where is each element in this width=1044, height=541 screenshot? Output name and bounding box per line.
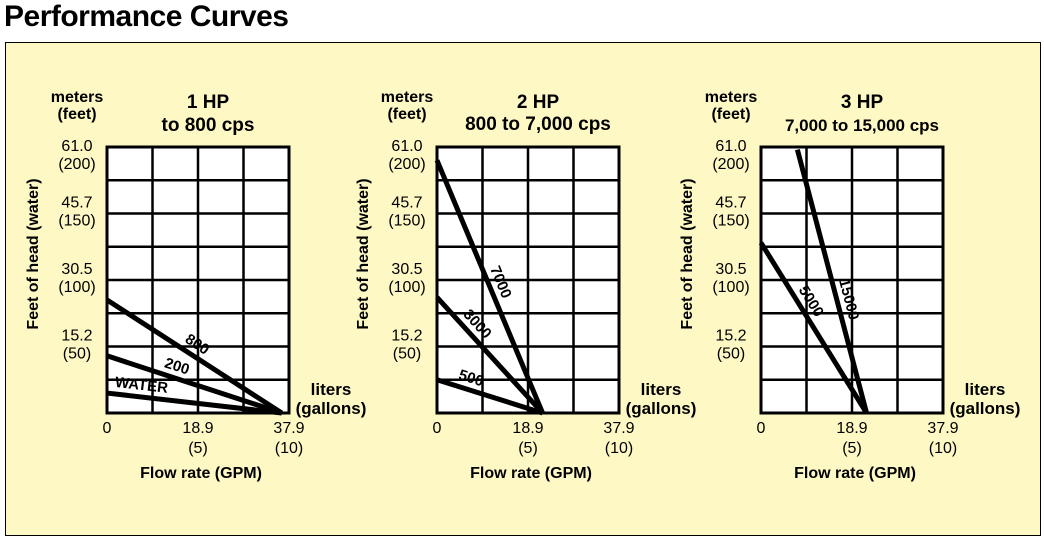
chart-2-y-tick-metric: 15.2 <box>391 328 422 345</box>
chart-1-x-tick-gal: (5) <box>188 440 208 457</box>
chart-2-x-unit-top: liters <box>641 380 682 399</box>
chart-1-y-tick-metric: 45.7 <box>61 195 92 212</box>
chart-3-x-tick-metric: 37.9 <box>927 420 958 437</box>
chart-3-x-tick-metric: 0 <box>757 420 766 437</box>
chart-2-series-line-3000 <box>435 295 545 415</box>
chart-2-series-line-500 <box>436 377 544 416</box>
chart-2-x-tick-metric: 18.9 <box>512 420 543 437</box>
chart-3-y-tick-metric: 61.0 <box>715 138 746 155</box>
chart-3-x-unit-bottom: (gallons) <box>950 399 1021 418</box>
chart-2-y-axis-label: Feet of head (water) <box>355 178 372 329</box>
chart-1-y-tick-feet: (150) <box>58 213 95 230</box>
chart-2-y-unit-top: meters <box>381 89 434 106</box>
chart-2-y-tick-feet: (150) <box>388 213 425 230</box>
chart-3-x-tick-gal: (5) <box>842 440 862 457</box>
chart-1-x-unit-bottom: (gallons) <box>296 399 367 418</box>
chart-2-y-tick-metric: 45.7 <box>391 195 422 212</box>
chart-1-y-tick-feet: (50) <box>63 346 91 363</box>
chart-2-x-unit-bottom: (gallons) <box>626 399 697 418</box>
chart-2-y-tick-feet: (200) <box>388 156 425 173</box>
chart-1-subtitle: to 800 cps <box>162 115 255 136</box>
chart-3-y-unit-top: meters <box>705 89 758 106</box>
chart-1-title: 1 HP <box>187 92 230 113</box>
chart-3-series-line-5000 <box>758 241 869 415</box>
chart-2-x-tick-gal: (10) <box>605 440 633 457</box>
chart-1-y-unit-bottom: (feet) <box>57 106 96 123</box>
chart-3-y-axis-label: Feet of head (water) <box>679 178 696 329</box>
chart-3-y-tick-metric: 15.2 <box>715 328 746 345</box>
chart-1-x-tick-metric: 0 <box>103 420 112 437</box>
chart-1-y-tick-metric: 61.0 <box>61 138 92 155</box>
chart-1-series-label-water: WATER <box>114 374 169 397</box>
chart-2-title: 2 HP <box>517 92 560 113</box>
chart-3-y-unit-bottom: (feet) <box>711 106 750 123</box>
chart-1-x-tick-gal: (10) <box>275 440 303 457</box>
chart-2-y-tick-feet: (100) <box>388 279 425 296</box>
chart-3-title: 3 HP <box>841 92 884 113</box>
chart-3-y-tick-metric: 45.7 <box>715 195 746 212</box>
chart-3-x-axis-label: Flow rate (GPM) <box>794 465 916 482</box>
chart-1-series-line-water <box>106 390 283 416</box>
chart-1-y-tick-feet: (100) <box>58 279 95 296</box>
chart-2-x-axis-label: Flow rate (GPM) <box>470 465 592 482</box>
chart-3-x-tick-metric: 18.9 <box>836 420 867 437</box>
chart-2-x-tick-gal: (5) <box>518 440 538 457</box>
chart-2-y-tick-metric: 30.5 <box>391 261 422 278</box>
chart-3-series-line-15000 <box>794 149 869 414</box>
chart-1-y-axis-label: Feet of head (water) <box>25 178 42 329</box>
chart-2-x-tick-metric: 0 <box>433 420 442 437</box>
chart-3-y-tick-feet: (200) <box>712 156 749 173</box>
chart-1-y-tick-metric: 15.2 <box>61 328 92 345</box>
chart-1-x-unit-top: liters <box>311 380 352 399</box>
chart-3-y-tick-feet: (150) <box>712 213 749 230</box>
page-title: Performance Curves <box>4 0 289 33</box>
chart-1-y-tick-feet: (200) <box>58 156 95 173</box>
chart-1-series-label-200: 200 <box>162 355 191 379</box>
chart-1-y-tick-metric: 30.5 <box>61 261 92 278</box>
chart-2-x-tick-metric: 37.9 <box>603 420 634 437</box>
chart-2-subtitle: 800 to 7,000 cps <box>465 114 611 135</box>
chart-1-series-line-200 <box>106 353 283 416</box>
chart-1-x-tick-metric: 18.9 <box>182 420 213 437</box>
chart-2-series-line-7000 <box>434 159 545 414</box>
chart-3-y-tick-feet: (50) <box>717 346 745 363</box>
chart-3-subtitle: 7,000 to 15,000 cps <box>785 116 939 135</box>
chart-3-x-tick-gal: (10) <box>929 440 957 457</box>
chart-2-y-tick-feet: (50) <box>393 346 421 363</box>
chart-1-y-unit-top: meters <box>51 89 104 106</box>
chart-2-y-tick-metric: 61.0 <box>391 138 422 155</box>
chart-2-series-label-500: 500 <box>457 367 486 391</box>
chart-1-x-axis-label: Flow rate (GPM) <box>140 465 262 482</box>
chart-3-x-unit-top: liters <box>965 380 1006 399</box>
chart-1-series-line-800 <box>105 297 284 416</box>
chart-3-y-tick-metric: 30.5 <box>715 261 746 278</box>
chart-2-y-unit-bottom: (feet) <box>387 106 426 123</box>
chart-1-x-tick-metric: 37.9 <box>273 420 304 437</box>
chart-3-y-tick-feet: (100) <box>712 279 749 296</box>
